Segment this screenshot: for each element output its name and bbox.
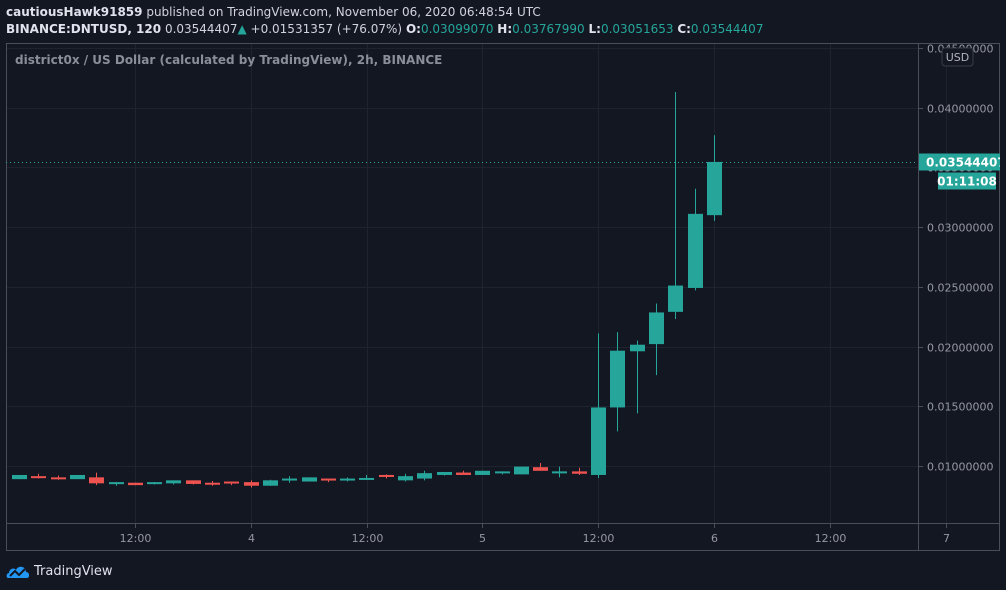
time-tick-label: 12:00 <box>120 532 152 545</box>
candle <box>128 482 143 486</box>
time-tick-label: 4 <box>248 532 255 545</box>
candle <box>70 474 85 480</box>
candle <box>359 477 374 480</box>
author-name[interactable]: cautiousHawk91859 <box>6 5 143 19</box>
candle <box>51 477 66 480</box>
chart-border <box>6 43 1000 551</box>
candle <box>12 474 27 480</box>
last-price-tag: 0.03544407 01:11:08 <box>919 153 1006 190</box>
candle <box>417 473 432 479</box>
candle <box>302 477 317 482</box>
time-tick-label: 12:00 <box>583 532 615 545</box>
price-tick-label: 0.02500000 <box>927 282 993 295</box>
chart-legend: district0x / US Dollar (calculated by Tr… <box>15 53 442 67</box>
candlestick-chart[interactable]: 0.01000000 0.01500000 0.02000000 0.02500000… <box>6 43 1006 551</box>
high-value: 0.03767990 <box>512 22 585 36</box>
time-tick-label: 12:00 <box>352 532 384 545</box>
last-price: 0.03544407 <box>164 22 238 36</box>
countdown-label: 01:11:08 <box>937 175 997 189</box>
candle <box>456 472 471 475</box>
candle <box>244 482 259 486</box>
tradingview-logo[interactable]: TradingView <box>6 563 113 579</box>
time-tick-label: 6 <box>711 532 718 545</box>
close-value: 0.03544407 <box>690 22 764 36</box>
candle <box>437 471 452 475</box>
candle <box>282 478 297 481</box>
candle <box>31 476 46 479</box>
candle <box>186 480 201 484</box>
price-tick-label: 0.04000000 <box>927 103 993 116</box>
candle <box>205 482 220 485</box>
candle <box>147 482 162 485</box>
candle <box>321 478 336 481</box>
candle <box>263 480 278 486</box>
candle <box>109 482 124 485</box>
time-tick-label: 5 <box>479 532 486 545</box>
candle <box>89 477 104 484</box>
open-label: O: <box>405 22 421 36</box>
candle <box>572 471 587 474</box>
up-arrow-icon: ▲ <box>237 22 247 36</box>
price-change: +0.01531357 (+76.07%) <box>250 22 403 36</box>
low-label: L: <box>588 22 601 36</box>
high-label: H: <box>497 22 513 36</box>
open-value: 0.03099070 <box>420 22 494 36</box>
candle <box>707 161 722 216</box>
candle <box>591 407 606 475</box>
candle <box>398 476 413 481</box>
price-axis[interactable]: 0.01000000 0.01500000 0.02000000 0.02500000… <box>918 43 993 474</box>
brand-label: TradingView <box>34 563 113 579</box>
currency-button[interactable]: USD <box>941 47 974 67</box>
symbol-label: BINANCE:DNTUSD, 120 <box>6 22 162 36</box>
candle <box>166 480 181 484</box>
last-price-tag-label: 0.03544407 <box>926 156 1000 170</box>
candle <box>533 467 548 471</box>
candle <box>610 350 625 408</box>
candle <box>688 213 703 288</box>
ohlc-bar: BINANCE:DNTUSD, 120 0.03544407▲ +0.01531… <box>6 22 763 36</box>
candle <box>552 471 567 474</box>
price-tick-label: 0.02000000 <box>927 342 993 355</box>
close-label: C: <box>677 22 691 36</box>
candle <box>475 470 490 475</box>
price-tick-label: 0.01500000 <box>927 401 993 414</box>
publish-info: cautiousHawk91859 published on TradingVi… <box>6 5 541 19</box>
candle <box>340 478 355 481</box>
price-tick-label: 0.03000000 <box>927 222 993 235</box>
candle <box>379 474 394 477</box>
grid-lines <box>6 43 947 523</box>
currency-label: USD <box>946 51 970 64</box>
candle <box>649 312 664 345</box>
time-tick-label: 12:00 <box>815 532 847 545</box>
candle <box>495 471 510 474</box>
candle <box>514 466 529 475</box>
low-value: 0.03051653 <box>600 22 674 36</box>
time-axis[interactable]: 12:00 4 12:00 5 12:00 6 12:00 7 <box>120 523 950 545</box>
time-tick-label: 7 <box>943 532 950 545</box>
chart-container[interactable]: 0.01000000 0.01500000 0.02000000 0.02500000… <box>6 43 1006 551</box>
candle <box>668 285 683 312</box>
published-text: published on TradingView.com, November 0… <box>146 5 541 19</box>
tradingview-cloud-icon <box>6 566 30 578</box>
candle <box>630 344 645 352</box>
candles <box>12 91 722 488</box>
candle <box>224 481 239 484</box>
price-tick-label: 0.01000000 <box>927 461 993 474</box>
